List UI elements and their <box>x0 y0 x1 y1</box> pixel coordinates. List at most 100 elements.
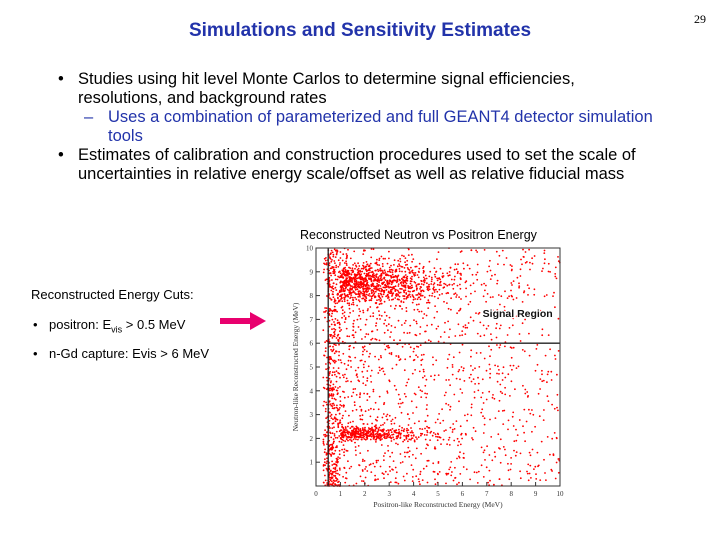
data-point <box>328 276 331 279</box>
data-point <box>365 297 368 300</box>
data-point <box>527 463 530 466</box>
data-point <box>406 332 409 334</box>
data-point <box>529 261 531 264</box>
data-point <box>357 262 359 265</box>
data-point <box>453 293 455 295</box>
data-point <box>387 473 389 476</box>
data-point <box>535 478 538 480</box>
data-point <box>434 275 437 278</box>
data-point <box>349 432 352 435</box>
data-point <box>380 255 383 258</box>
data-point <box>556 406 558 409</box>
data-point <box>422 376 424 379</box>
data-point <box>333 404 336 406</box>
data-point <box>348 414 350 417</box>
data-point <box>427 299 430 302</box>
data-point <box>461 437 463 440</box>
data-point <box>386 418 389 421</box>
data-point <box>329 362 332 365</box>
data-point <box>342 444 345 446</box>
data-point <box>331 293 334 296</box>
data-point <box>404 257 407 259</box>
data-point <box>393 259 396 262</box>
y-tick-label: 10 <box>306 245 314 253</box>
data-point <box>355 394 358 396</box>
data-point <box>423 279 425 281</box>
data-point <box>339 251 342 253</box>
data-point <box>534 465 537 468</box>
data-point <box>380 276 383 278</box>
data-point <box>390 423 393 425</box>
data-point <box>340 434 343 437</box>
data-point <box>469 478 471 481</box>
data-point <box>503 409 506 412</box>
data-point <box>441 408 443 411</box>
data-point <box>465 287 467 290</box>
data-point <box>391 468 393 471</box>
data-point <box>331 318 334 321</box>
data-point <box>472 319 475 322</box>
data-point <box>373 274 376 277</box>
data-point <box>459 378 461 381</box>
data-point <box>399 398 401 401</box>
data-point <box>339 257 342 259</box>
data-point <box>460 274 462 276</box>
data-point <box>480 283 483 286</box>
data-point <box>334 278 337 281</box>
data-point <box>414 274 417 276</box>
data-point <box>404 284 407 287</box>
data-point <box>372 438 375 440</box>
data-point <box>369 262 372 265</box>
data-point <box>387 344 390 347</box>
data-point <box>554 477 557 480</box>
data-point <box>348 355 350 358</box>
data-point <box>379 369 381 372</box>
data-point <box>419 389 422 392</box>
data-point <box>358 314 360 317</box>
data-point <box>462 325 465 328</box>
data-point <box>433 289 436 291</box>
data-point <box>447 472 450 475</box>
data-point <box>451 373 454 376</box>
data-point <box>453 393 456 396</box>
data-point <box>331 446 334 449</box>
data-point <box>364 438 367 441</box>
data-point <box>508 295 510 298</box>
data-point <box>366 274 369 277</box>
data-point <box>430 375 432 378</box>
data-point <box>406 267 409 269</box>
data-point <box>334 467 337 470</box>
data-point <box>473 391 476 393</box>
data-point <box>394 285 397 288</box>
data-point <box>505 257 508 259</box>
data-point <box>357 270 360 273</box>
data-point <box>350 380 352 383</box>
data-point <box>337 426 340 429</box>
data-point <box>440 443 442 445</box>
data-point <box>382 413 385 415</box>
data-point <box>510 380 513 383</box>
data-point <box>361 353 364 356</box>
data-point <box>362 423 365 425</box>
data-point <box>357 295 360 298</box>
data-point <box>374 355 376 358</box>
data-point <box>386 390 389 393</box>
data-point <box>511 268 513 271</box>
data-point <box>410 434 413 437</box>
data-point <box>398 295 401 298</box>
data-point <box>415 284 418 287</box>
data-point <box>352 290 355 292</box>
data-point <box>325 363 327 365</box>
data-point <box>354 331 357 334</box>
data-point <box>335 418 337 421</box>
data-point <box>332 282 335 284</box>
data-point <box>466 326 469 329</box>
data-point <box>403 451 406 454</box>
data-point <box>407 413 409 416</box>
data-point <box>451 471 453 473</box>
data-point <box>407 446 410 449</box>
data-point <box>405 429 408 432</box>
data-point <box>386 297 389 299</box>
data-point <box>338 422 340 425</box>
x-tick-label: 0 <box>314 490 318 498</box>
